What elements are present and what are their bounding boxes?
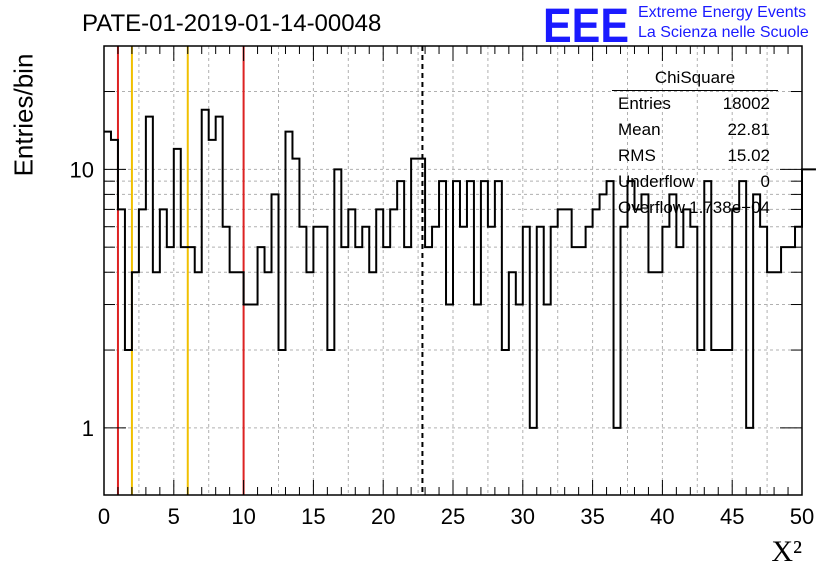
x-tick-label: 45 (720, 504, 744, 529)
stats-label: RMS (618, 146, 656, 165)
stats-row-rms: RMS 15.02 (612, 143, 778, 169)
stats-value: 15.02 (727, 146, 770, 165)
x-tick-label: 20 (371, 504, 395, 529)
stats-value: 22.81 (727, 120, 770, 139)
chart-title: PATE-01-2019-01-14-00048 (82, 10, 382, 37)
eee-logo-text: EEE (543, 2, 629, 46)
stats-label: Mean (618, 120, 661, 139)
stats-row-underflow: Underflow 0 (612, 169, 778, 195)
stats-box: ChiSquare Entries 18002 Mean 22.81 RMS 1… (612, 68, 778, 221)
histogram-line (104, 108, 816, 429)
x-axis-label: X² (771, 535, 802, 568)
y-axis-label-box: Entries/bin (4, 40, 44, 190)
stats-row-mean: Mean 22.81 (612, 117, 778, 143)
x-tick-label: 40 (650, 504, 674, 529)
x-tick-label: 10 (231, 504, 255, 529)
stats-value: 1.738e+04 (689, 198, 770, 217)
y-tick-label: 10 (70, 157, 94, 182)
stats-value: 18002 (722, 94, 770, 113)
x-tick-label: 25 (441, 504, 465, 529)
stats-label: Entries (618, 94, 671, 113)
x-tick-label: 0 (98, 504, 110, 529)
y-tick-label: 1 (82, 416, 94, 441)
stats-value: 0 (760, 172, 770, 191)
stats-row-entries: Entries 18002 (612, 91, 778, 117)
y-axis-label: Entries/bin (8, 53, 39, 177)
eee-logo: EEE (543, 2, 629, 46)
x-tick-label: 35 (580, 504, 604, 529)
x-tick-label: 15 (301, 504, 325, 529)
stats-box-title: ChiSquare (612, 68, 778, 91)
x-tick-label: 50 (790, 504, 814, 529)
x-tick-label: 30 (511, 504, 535, 529)
stats-label: Overflow (618, 198, 686, 217)
x-tick-label: 5 (168, 504, 180, 529)
logo-tagline-2: La Scienza nelle Scuole (638, 24, 809, 41)
logo-tagline-1: Extreme Energy Events (638, 4, 807, 21)
stats-label: Underflow (618, 172, 695, 191)
stats-row-overflow: Overflow 1.738e+04 (612, 195, 778, 221)
